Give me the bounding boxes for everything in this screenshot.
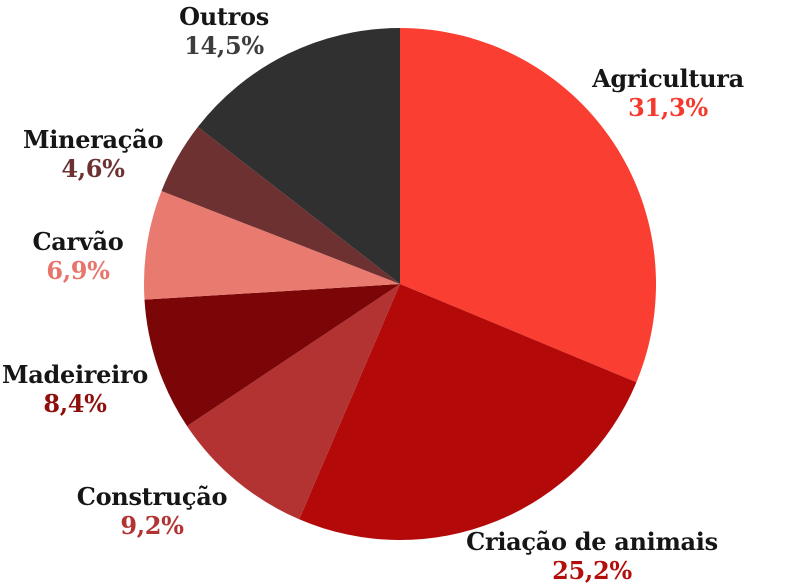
slice-percent-carvao: 6,9% xyxy=(46,256,110,285)
slice-percent-outros: 14,5% xyxy=(184,31,264,60)
label-criacao-de-animais: Criação de animais 25,2% xyxy=(466,527,718,585)
label-agricultura: Agricultura 31,3% xyxy=(592,64,744,122)
slice-name-carvao: Carvão xyxy=(32,227,124,256)
slice-percent-agricultura: 31,3% xyxy=(628,93,708,122)
label-mineracao: Mineração 4,6% xyxy=(23,125,163,183)
slice-name-madeireiro: Madeireiro xyxy=(2,360,148,389)
label-outros: Outros 14,5% xyxy=(179,2,269,60)
slice-percent-construcao: 9,2% xyxy=(120,511,184,540)
label-construcao: Construção 9,2% xyxy=(76,482,228,540)
pie-slice-carvao xyxy=(144,190,400,300)
label-madeireiro: Madeireiro 8,4% xyxy=(2,360,148,418)
slice-name-mineracao: Mineração xyxy=(22,125,164,154)
slice-name-agricultura: Agricultura xyxy=(592,64,744,93)
slice-percent-mineracao: 4,6% xyxy=(61,154,125,183)
pie-slice-agricultura xyxy=(400,28,657,383)
slice-percent-criacao-de-animais: 25,2% xyxy=(552,556,632,585)
slice-percent-madeireiro: 8,4% xyxy=(43,389,107,418)
pie-slice-outros xyxy=(197,28,400,284)
pie-slice-mineracao xyxy=(161,126,400,284)
slice-name-construcao: Construção xyxy=(76,482,228,511)
pie-slice-construcao xyxy=(187,284,400,520)
slice-name-criacao-de-animais: Criação de animais xyxy=(466,527,718,556)
pie-slice-madeireiro xyxy=(144,284,400,427)
pie-slice-criacao-de-animais xyxy=(299,284,637,540)
label-carvao: Carvão 6,9% xyxy=(32,227,123,285)
slice-name-outros: Outros xyxy=(179,2,269,31)
